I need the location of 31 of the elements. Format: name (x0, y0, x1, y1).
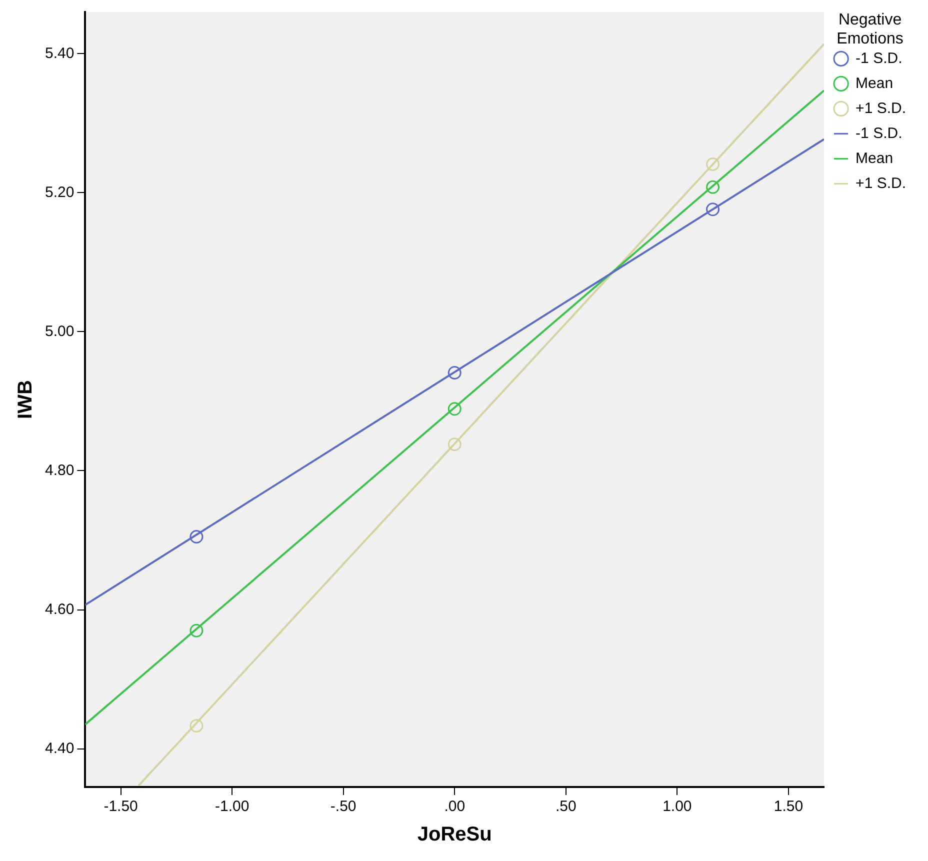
point (190, 530, 204, 544)
legend-label: -1 S.D. (856, 124, 902, 142)
point (448, 366, 462, 380)
y-tick-label: 5.20 (44, 184, 74, 201)
point (706, 157, 720, 171)
y-tick-label: 4.60 (44, 600, 74, 618)
point (190, 624, 204, 638)
y-axis-title: IWB (14, 380, 37, 419)
x-tick-label: -1.50 (104, 798, 138, 816)
legend-label: -1 S.D. (856, 50, 902, 67)
y-tick-label: 4.80 (44, 462, 74, 479)
point (448, 438, 462, 452)
x-tick-label: .00 (444, 798, 466, 816)
legend-label: Mean (856, 74, 894, 92)
x-tick-label: 1.50 (774, 798, 804, 816)
legend-label: +1 S.D. (856, 174, 906, 192)
legend-title: Negative Emotions (836, 11, 904, 48)
point (706, 202, 720, 216)
x-tick-label: .50 (555, 798, 576, 816)
point (190, 719, 204, 733)
legend-label: Mean (856, 150, 894, 167)
x-tick-label: 1.00 (662, 798, 692, 816)
point (448, 402, 462, 416)
x-tick-label: -.50 (330, 798, 356, 816)
legend-label: +1 S.D. (856, 100, 906, 117)
y-tick-label: 5.40 (44, 44, 74, 62)
y-tick-label: 5.00 (44, 322, 74, 340)
y-tick-label: 4.40 (44, 740, 74, 757)
x-axis-title: JoReSu (417, 824, 492, 846)
point (706, 180, 720, 194)
x-tick-label: -1.00 (214, 798, 250, 816)
